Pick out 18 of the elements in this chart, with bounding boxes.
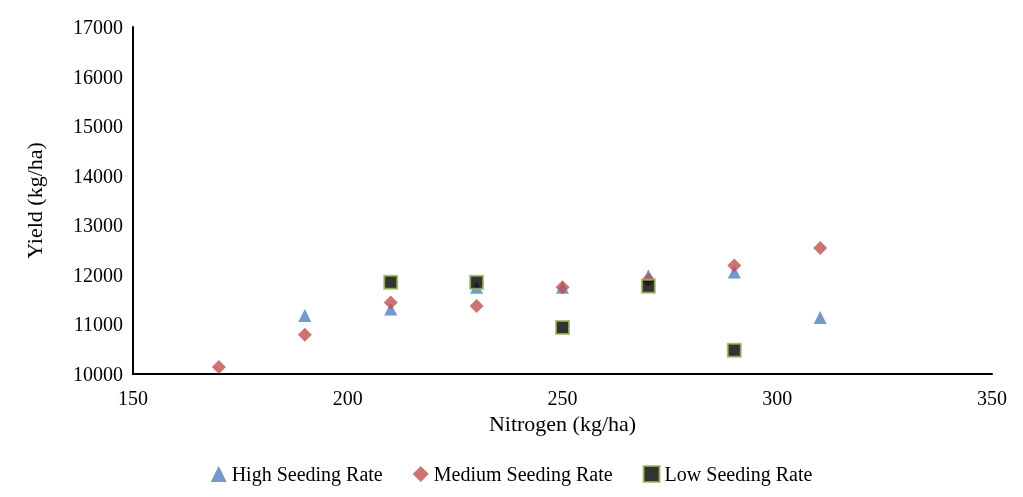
legend-label: Low Seeding Rate (664, 463, 813, 486)
y-axis-title: Yield (kg/ha) (21, 142, 47, 259)
y-tick-label: 13000 (73, 214, 123, 237)
x-tick-label: 150 (118, 387, 148, 409)
y-tick-label: 14000 (73, 164, 123, 187)
y-tick-label: 16000 (73, 65, 123, 88)
y-tick-label: 17000 (73, 16, 123, 38)
x-tick-label: 250 (547, 387, 578, 409)
y-tick-label: 15000 (73, 115, 123, 138)
legend-label: Medium Seeding Rate (433, 463, 613, 486)
x-axis-title: Nitrogen (kg/ha) (488, 411, 637, 437)
y-tick-label: 10000 (73, 363, 123, 385)
y-tick-label: 12000 (73, 263, 123, 286)
y-tick-label: 11000 (73, 313, 123, 336)
x-tick-label: 300 (762, 387, 793, 409)
x-tick-label: 350 (977, 387, 1007, 409)
x-tick-label: 200 (332, 387, 363, 409)
legend-label: High Seeding Rate (231, 463, 383, 486)
